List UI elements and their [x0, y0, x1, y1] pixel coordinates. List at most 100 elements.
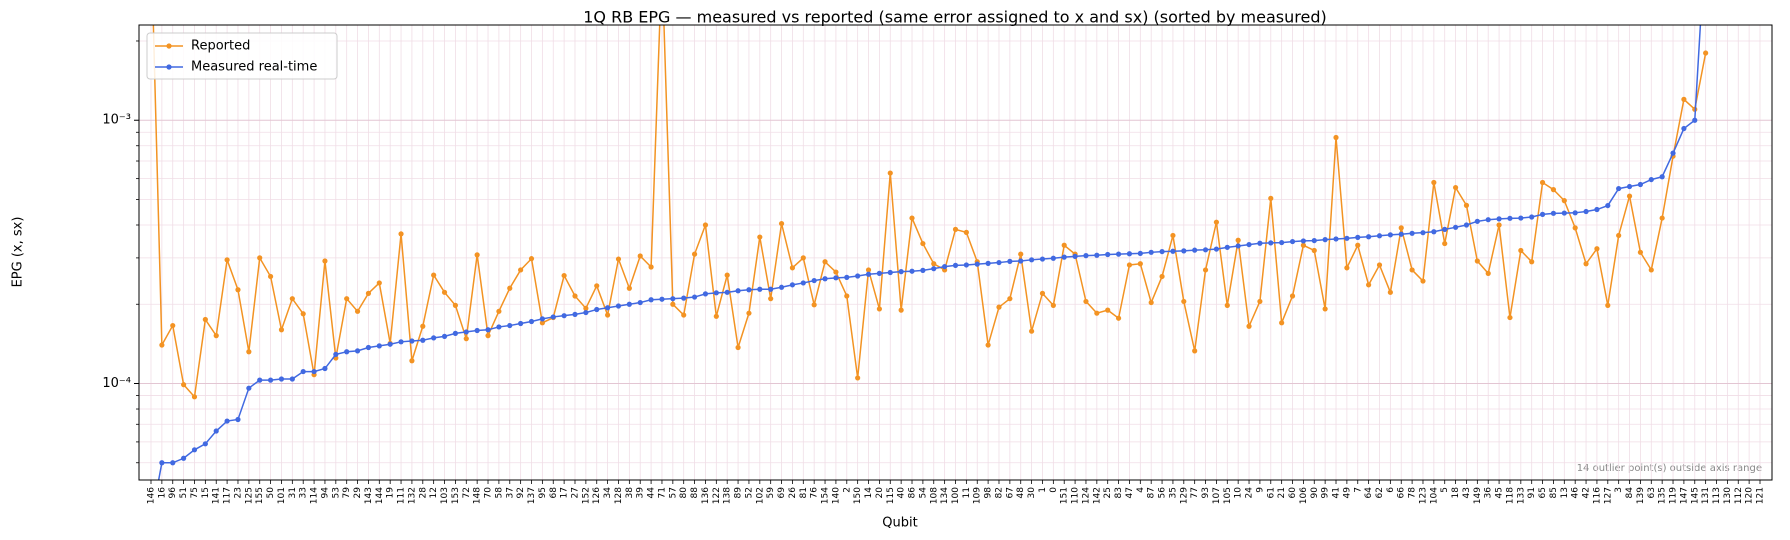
data-point [1409, 267, 1415, 273]
x-tick-label: 1 [1038, 487, 1048, 493]
x-tick-label: 87 [1147, 487, 1157, 498]
x-tick-label: 68 [549, 487, 559, 499]
data-point [518, 267, 524, 273]
data-point [1529, 259, 1535, 265]
x-tick-label: 84 [1625, 487, 1635, 499]
x-tick-label: 56 [1158, 487, 1168, 499]
x-tick-label: 150 [853, 487, 863, 504]
data-point [1213, 246, 1220, 252]
x-tick-label: 105 [1223, 487, 1233, 504]
data-point [1355, 234, 1361, 240]
data-point [344, 296, 350, 302]
x-tick-label: 71 [657, 487, 667, 498]
data-point [1681, 96, 1687, 102]
data-point [996, 259, 1002, 266]
data-point [1083, 298, 1089, 305]
x-tick-label: 49 [1342, 487, 1352, 499]
data-point [942, 263, 948, 270]
x-tick-label: 54 [918, 487, 928, 499]
x-tick-label: 90 [1310, 487, 1320, 499]
data-point [300, 368, 306, 375]
data-point [1398, 231, 1404, 237]
data-point [420, 323, 426, 329]
x-tick-label: 91 [1527, 487, 1537, 498]
data-point [1366, 282, 1372, 288]
data-point [1420, 230, 1426, 236]
x-tick-label: 118 [1505, 487, 1515, 504]
data-point [1181, 248, 1187, 254]
data-point [1539, 179, 1546, 186]
data-point [865, 267, 872, 273]
x-tick-label: 28 [418, 487, 428, 499]
data-point [1148, 299, 1154, 306]
data-point [931, 261, 937, 267]
x-tick-label: 63 [1647, 487, 1657, 498]
x-tick-label: 51 [179, 487, 189, 498]
x-tick-label: 5 [1440, 487, 1450, 493]
x-tick-label: 64 [1364, 487, 1374, 499]
data-point [1366, 234, 1372, 240]
data-point [1224, 302, 1230, 308]
x-tick-label: 138 [723, 487, 733, 504]
data-point [1170, 248, 1176, 254]
x-tick-label: 143 [364, 487, 374, 504]
x-tick-label: 148 [473, 487, 483, 504]
data-point [1322, 306, 1328, 312]
data-point [1561, 210, 1567, 216]
x-tick-label: 6 [1386, 487, 1396, 493]
data-point [855, 273, 861, 279]
data-point [376, 343, 382, 349]
data-point [1463, 222, 1470, 228]
data-point [170, 322, 176, 329]
data-point [528, 256, 535, 262]
data-point [1616, 232, 1622, 239]
data-point [1181, 298, 1187, 305]
legend-box [146, 32, 338, 80]
data-point [789, 265, 796, 271]
data-point [1159, 248, 1165, 255]
data-point [1192, 247, 1198, 253]
data-point [702, 291, 709, 297]
x-tick-label: 82 [994, 487, 1004, 498]
data-point [1616, 185, 1622, 192]
data-point [365, 344, 372, 351]
data-point [1626, 183, 1633, 190]
data-point [278, 327, 285, 333]
data-point [713, 313, 719, 319]
x-tick-label: 76 [810, 487, 820, 499]
data-point [768, 286, 774, 292]
x-tick-label: 123 [1418, 487, 1428, 504]
data-point [148, 519, 153, 524]
x-tick-label: 83 [1114, 487, 1124, 498]
data-point [713, 290, 719, 296]
data-point [1507, 314, 1513, 321]
data-point [583, 309, 589, 316]
data-point [409, 338, 415, 344]
data-point [354, 348, 361, 354]
data-point [1246, 323, 1252, 329]
data-point [963, 229, 969, 235]
data-point [626, 285, 632, 291]
data-point [768, 296, 774, 302]
data-point [1279, 239, 1285, 246]
data-point [746, 310, 752, 316]
data-point [463, 336, 469, 342]
data-point [1018, 258, 1024, 264]
x-tick-label: 95 [538, 487, 548, 498]
data-point [670, 296, 676, 302]
data-point [1148, 249, 1154, 255]
x-tick-label: 107 [1212, 487, 1222, 504]
x-tick-label: 23 [233, 487, 243, 498]
x-tick-label: 26 [788, 487, 798, 499]
data-point [441, 333, 448, 339]
x-tick-label: 66 [1397, 487, 1407, 499]
x-tick-label: 93 [1201, 487, 1211, 498]
x-tick-label: 67 [1005, 487, 1015, 498]
data-point [985, 260, 991, 266]
data-point [1050, 302, 1056, 308]
data-point [1279, 320, 1285, 326]
data-point [1594, 206, 1600, 213]
x-tick-label: 132 [407, 487, 417, 504]
data-point [1474, 218, 1480, 224]
x-tick-label: 20 [875, 487, 885, 499]
